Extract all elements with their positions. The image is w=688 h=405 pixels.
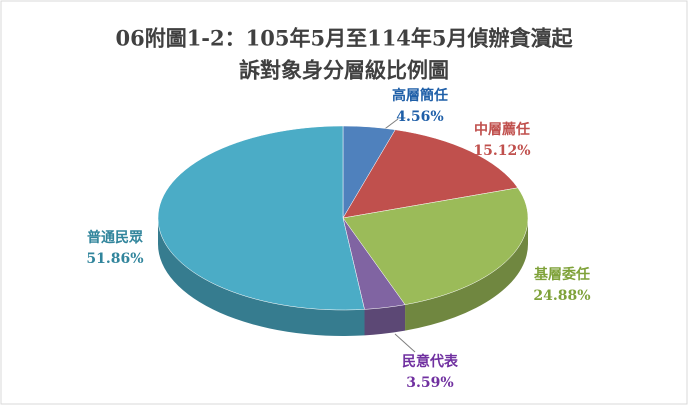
- slice: [157, 125, 365, 311]
- data-label-name: 普通民眾: [87, 229, 143, 246]
- data-label-value: 24.88%: [533, 288, 590, 304]
- chart-title: 06附圖1-2：105年5月至114年5月偵辦貪瀆起: [115, 26, 573, 51]
- data-label-name: 基層委任: [534, 266, 590, 283]
- data-label-name: 民意代表: [402, 353, 459, 370]
- data-label-value: 51.86%: [86, 251, 143, 267]
- leader-line: [394, 333, 416, 353]
- data-label-value: 3.59%: [406, 375, 453, 391]
- data-label-name: 高層簡任: [392, 87, 448, 104]
- slice-side: [364, 304, 406, 336]
- labels: 高層簡任 4.56% 中層薦任 15.12% 基層委任 24.88% 民意代表 3.59% 普通…: [86, 87, 590, 391]
- chart-title: 訴對象身分層級比例圖: [239, 58, 449, 83]
- data-label-name: 中層薦任: [474, 121, 530, 138]
- data-label-value: 4.56%: [396, 109, 443, 125]
- slice-side: [405, 218, 528, 331]
- pie: [157, 125, 529, 336]
- slice: [342, 129, 519, 219]
- data-label-value: 15.12%: [473, 143, 530, 159]
- slice: [342, 187, 529, 305]
- slice-side: [158, 218, 365, 336]
